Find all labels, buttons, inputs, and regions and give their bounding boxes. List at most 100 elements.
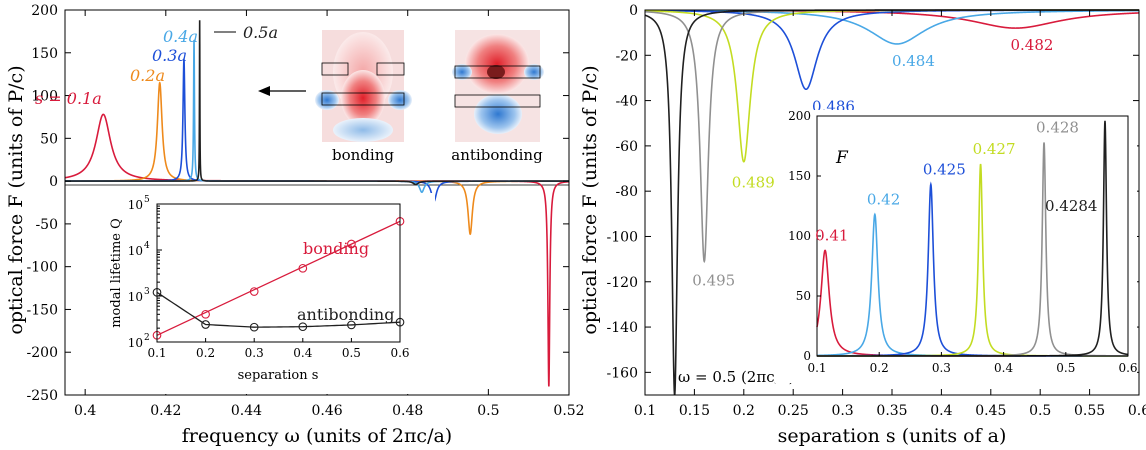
right-xtick-label: 0.3 [831, 403, 853, 419]
left-ytick-label: 50 [40, 131, 58, 147]
inset-marker-antibonding [347, 320, 356, 330]
left-ytick-label: 150 [31, 46, 58, 62]
left-xtick-label: 0.5 [477, 403, 499, 419]
inset2-xtick-label: 0.6 [1118, 361, 1137, 375]
left-xtick-label: 0.48 [392, 403, 423, 419]
curve-label-0.1a: s = 0.1a [35, 89, 102, 108]
bonding-mode-image [315, 30, 412, 142]
inset2-curve-labels: 0.41 0.42 0.425 0.427 0.428 0.4284 [815, 118, 1097, 244]
inset-antibonding-line [156, 291, 401, 328]
inset-xtick-label: 0.3 [245, 346, 264, 360]
inset-ytick-exponent: 5 [144, 195, 150, 205]
inset2-xtick-label: 0.2 [870, 361, 889, 375]
left-series-4 [65, 20, 569, 186]
left-ytick-label: 100 [31, 89, 58, 105]
right-xtick-label: 0.25 [778, 403, 809, 419]
inset2-curve-label-0.427: 0.427 [973, 140, 1016, 158]
right-xtick-label: 0.55 [1074, 403, 1105, 419]
inset-background [95, 193, 435, 394]
inset-ytick-exponent: 4 [144, 241, 150, 251]
inset-marker-antibonding [249, 322, 259, 332]
left-ytick-label: 0 [49, 174, 58, 190]
inset2-ytick-label: 50 [796, 289, 811, 303]
inset-bonding-label: bonding [303, 239, 369, 258]
inset2-ytick-label: 200 [788, 109, 811, 123]
right-xtick-label: 0.5 [1029, 403, 1051, 419]
right-curve-label-0.482: 0.482 [1011, 36, 1054, 54]
inset-marker-bonding [201, 309, 210, 319]
inset-xtick-label: 0.1 [147, 346, 166, 360]
right-curve-label-0.495: 0.495 [692, 271, 735, 289]
right-ytick-label: -80 [615, 184, 638, 200]
inset2-curve-label-0.425: 0.425 [923, 160, 966, 178]
inset-ytick-exponent: 3 [144, 287, 150, 297]
inset-marker-antibonding [298, 322, 308, 332]
right-ytick-label: -160 [607, 365, 638, 381]
right-ytick-label: 0 [629, 3, 638, 19]
inset2-curve-label-0.42: 0.42 [867, 190, 900, 208]
right-ytick-label: -140 [607, 320, 638, 336]
left-xtick-label: 0.46 [311, 403, 342, 419]
bonding-mode-label: bonding [332, 146, 394, 164]
right-x-ticks: 0.1 0.15 0.2 0.25 0.3 0.35 0.4 0.45 0.5 0.55 0.6 [634, 10, 1146, 419]
curve-label-0.2a: 0.2a [130, 66, 165, 85]
right-x-axis-label: separation s (units of a) [778, 425, 1007, 447]
left-ytick-label: -50 [35, 217, 58, 233]
inset-ytick-label: 10 [128, 198, 143, 212]
right-series-0.486 [645, 9, 1139, 91]
right-ytick-label: -20 [615, 48, 638, 64]
antibonding-mode-image [452, 30, 544, 142]
left-x-axis-label: frequency ω (units of 2πc/a) [182, 425, 452, 447]
left-ytick-label: 200 [31, 3, 58, 19]
inset-marker-bonding [347, 239, 356, 249]
inset2-xtick-label: 0.5 [1056, 361, 1075, 375]
left-y-ticks: -250 -200 -150 -100 -50 0 50 100 150 200 [27, 3, 569, 404]
curve-label-0.5a: 0.5a [243, 23, 278, 42]
inset-ytick-label: 10 [128, 244, 143, 258]
right-xtick-label: 0.15 [679, 403, 710, 419]
left-xtick-label: 0.42 [150, 403, 181, 419]
inset-marker-antibonding [201, 320, 210, 329]
inset2-curve-label-0.41: 0.41 [815, 226, 848, 244]
inset-x-ticks: 0.1 0.2 0.3 0.4 0.5 0.6 [147, 338, 410, 360]
right-ytick-label: -100 [607, 229, 638, 245]
mode-arrow [258, 86, 306, 96]
inset-bonding-line [156, 220, 401, 336]
inset-xtick-label: 0.4 [293, 346, 312, 360]
inset2-background [775, 110, 1137, 383]
left-ytick-label: -150 [27, 302, 58, 318]
inset-ytick-label: 10 [128, 290, 143, 304]
inset-xtick-label: 0.5 [342, 346, 361, 360]
left-y-axis-label: optical force F (units of P/c) [5, 65, 27, 334]
right-ytick-label: -60 [615, 139, 638, 155]
inset2-ytick-label: 100 [788, 229, 811, 243]
left-chart: 0.4 0.42 0.44 0.46 0.48 0.5 0.52 -250-200-150-… [5, 3, 585, 447]
antibonding-mode-label: antibonding [451, 146, 543, 164]
inset-curves [152, 216, 405, 340]
inset2-y-axis-label: F [835, 148, 849, 168]
force-peaks-inset: 0.1 0.2 0.3 0.4 0.5 0.6 0 50 100 150 200 0.41 0.42… [775, 109, 1138, 383]
right-curve-label-0.489: 0.489 [732, 174, 775, 192]
right-curve-label-0.484: 0.484 [892, 52, 935, 70]
right-xtick-label: 0.6 [1128, 403, 1146, 419]
curve-label-0.4a: 0.4a [163, 27, 198, 46]
inset-xtick-label: 0.6 [390, 346, 409, 360]
inset-x-axis-label: separation s [238, 368, 319, 383]
inset-ytick-exponent: 2 [144, 333, 150, 343]
inset2-xtick-label: 0.1 [807, 361, 826, 375]
right-ytick-label: -120 [607, 275, 638, 291]
right-ytick-label: -40 [615, 94, 638, 110]
inset2-xtick-label: 0.4 [994, 361, 1013, 375]
left-xtick-label: 0.44 [231, 403, 262, 419]
curve-label-0.3a: 0.3a [152, 46, 187, 65]
right-xtick-label: 0.45 [975, 403, 1006, 419]
inset2-ytick-label: 0 [803, 349, 811, 363]
frequency-annotation: ω = 0.5 (2πc/a) [678, 368, 794, 386]
inset-xtick-label: 0.2 [196, 346, 215, 360]
right-xtick-label: 0.4 [930, 403, 952, 419]
left-xtick-label: 0.52 [553, 403, 584, 419]
inset-ytick-label: 10 [128, 336, 143, 350]
left-curve-labels: s = 0.1a 0.2a 0.3a 0.4a 0.5a [35, 23, 278, 108]
